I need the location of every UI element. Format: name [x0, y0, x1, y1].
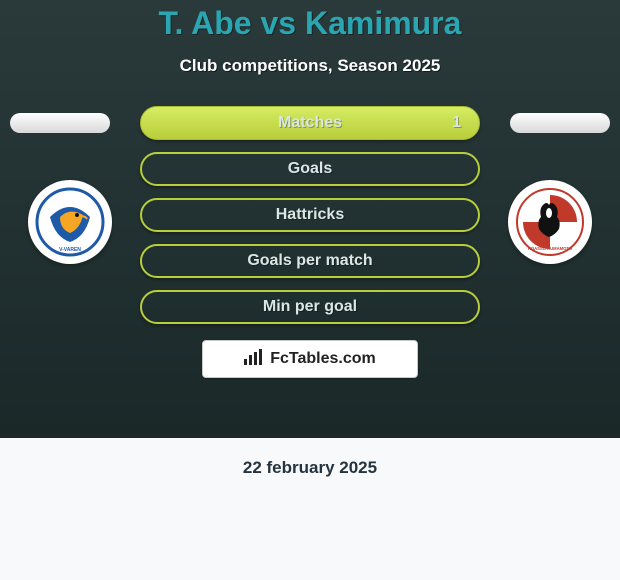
team-badge-left[interactable]: V-VAREN — [28, 180, 112, 264]
chart-icon — [244, 349, 264, 370]
stat-pill-gpm: Goals per match — [140, 244, 480, 278]
stat-label: Goals per match — [247, 252, 372, 270]
stat-label: Goals — [288, 160, 332, 178]
right-value-pill — [510, 113, 610, 133]
stat-row-matches: Matches 1 — [0, 106, 620, 140]
roasso-logo-icon: ROASSO KUMAMOTO — [515, 187, 585, 257]
svg-text:ROASSO KUMAMOTO: ROASSO KUMAMOTO — [528, 246, 573, 251]
stat-row-goals: Goals — [0, 152, 620, 186]
page-title: T. Abe vs Kamimura — [0, 5, 620, 42]
vvaren-logo-icon: V-VAREN — [35, 187, 105, 257]
brand-text: FcTables.com — [270, 350, 376, 368]
stat-value-right: 1 — [452, 114, 461, 132]
stat-pill-matches: Matches 1 — [140, 106, 480, 140]
left-value-pill — [10, 113, 110, 133]
brand-badge[interactable]: FcTables.com — [202, 340, 418, 378]
stat-pill-mpg: Min per goal — [140, 290, 480, 324]
date-text: 22 february 2025 — [0, 458, 620, 478]
stat-pill-goals: Goals — [140, 152, 480, 186]
stat-label: Min per goal — [263, 298, 357, 316]
svg-text:V-VAREN: V-VAREN — [59, 247, 81, 253]
stat-label: Hattricks — [276, 206, 344, 224]
stat-pill-hattricks: Hattricks — [140, 198, 480, 232]
stat-row-mpg: Min per goal — [0, 290, 620, 324]
stat-label: Matches — [278, 114, 342, 132]
page-subtitle: Club competitions, Season 2025 — [0, 56, 620, 76]
team-badge-right[interactable]: ROASSO KUMAMOTO — [508, 180, 592, 264]
